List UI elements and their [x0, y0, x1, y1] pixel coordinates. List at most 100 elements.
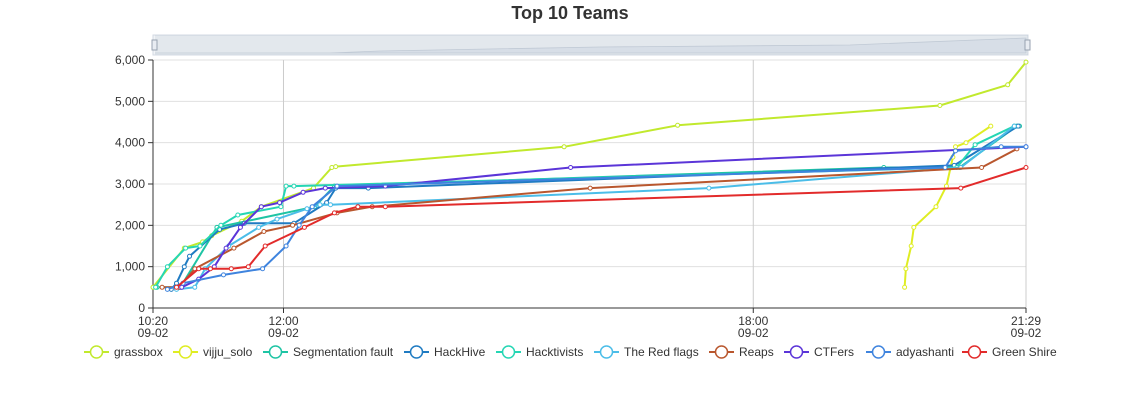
data-point[interactable]: [159, 284, 165, 290]
data-point[interactable]: [192, 284, 198, 290]
data-point[interactable]: [164, 286, 170, 292]
legend-item[interactable]: adyashanti: [866, 345, 954, 359]
data-point[interactable]: [328, 202, 333, 208]
data-point[interactable]: [174, 284, 179, 290]
data-point[interactable]: [706, 185, 712, 191]
data-point[interactable]: [291, 183, 297, 189]
data-point[interactable]: [1023, 144, 1029, 150]
legend-item[interactable]: The Red flags: [594, 345, 699, 359]
data-point[interactable]: [933, 204, 939, 210]
data-point[interactable]: [958, 185, 964, 191]
data-point[interactable]: [972, 142, 978, 148]
data-point[interactable]: [942, 165, 948, 170]
zoom-handle-right[interactable]: [1024, 39, 1031, 51]
data-point[interactable]: [196, 266, 202, 272]
data-point[interactable]: [953, 144, 958, 150]
data-point[interactable]: [183, 245, 189, 251]
data-point[interactable]: [988, 123, 994, 129]
data-point[interactable]: [283, 183, 289, 189]
data-point[interactable]: [290, 222, 296, 228]
data-point[interactable]: [261, 229, 267, 234]
legend-item[interactable]: Reaps: [709, 345, 774, 359]
data-point[interactable]: [278, 204, 284, 210]
legend-item[interactable]: grassbox: [84, 345, 163, 359]
data-point[interactable]: [197, 243, 203, 249]
data-point[interactable]: [979, 165, 985, 170]
data-point[interactable]: [223, 245, 229, 251]
data-point[interactable]: [568, 165, 574, 170]
data-point[interactable]: [355, 204, 361, 210]
series-line[interactable]: [154, 125, 1015, 288]
data-point[interactable]: [258, 204, 264, 210]
data-point[interactable]: [1005, 82, 1011, 88]
data-point[interactable]: [237, 224, 243, 230]
data-point[interactable]: [260, 266, 266, 272]
data-point[interactable]: [1023, 59, 1029, 65]
data-point[interactable]: [1011, 123, 1017, 129]
legend-item[interactable]: vijju_solo: [173, 345, 253, 359]
data-point[interactable]: [317, 202, 323, 208]
series-line[interactable]: [170, 125, 1019, 291]
data-point[interactable]: [675, 122, 681, 128]
data-point[interactable]: [309, 204, 315, 210]
legend-item[interactable]: HackHive: [404, 345, 486, 359]
data-point[interactable]: [256, 224, 262, 230]
data-point[interactable]: [587, 185, 593, 191]
series-line[interactable]: [176, 125, 1015, 291]
data-point[interactable]: [953, 148, 958, 154]
data-point[interactable]: [181, 264, 187, 270]
data-point[interactable]: [283, 243, 289, 249]
data-point[interactable]: [300, 189, 306, 195]
data-point[interactable]: [322, 185, 328, 191]
series-green-shire[interactable]: [174, 165, 1029, 290]
y-tick-label: 3,000: [115, 177, 145, 191]
data-point[interactable]: [296, 222, 302, 228]
data-point[interactable]: [218, 222, 224, 228]
data-point[interactable]: [228, 266, 234, 272]
data-point[interactable]: [262, 243, 268, 249]
series-vijju-solo[interactable]: [902, 123, 994, 290]
data-point[interactable]: [331, 210, 337, 216]
data-point[interactable]: [937, 103, 943, 108]
data-point[interactable]: [902, 284, 908, 290]
data-point[interactable]: [963, 140, 969, 146]
series-line[interactable]: [167, 145, 1026, 291]
data-point[interactable]: [301, 224, 307, 230]
data-point[interactable]: [235, 212, 241, 218]
data-point[interactable]: [245, 264, 251, 270]
data-point[interactable]: [908, 243, 914, 249]
data-point[interactable]: [231, 245, 237, 251]
data-point[interactable]: [943, 183, 949, 189]
legend-item[interactable]: Hacktivists: [496, 345, 583, 359]
data-point[interactable]: [333, 164, 339, 170]
data-point[interactable]: [304, 206, 310, 212]
series-grassbox[interactable]: [150, 59, 1029, 290]
data-point[interactable]: [187, 253, 192, 259]
legend-item[interactable]: CTFers: [784, 345, 854, 359]
x-tick-label-time: 21:29: [1011, 314, 1041, 328]
data-point[interactable]: [207, 266, 213, 272]
zoom-handle-left[interactable]: [151, 39, 158, 51]
series-segmentation-fault[interactable]: [154, 123, 1022, 290]
data-point[interactable]: [277, 200, 283, 206]
data-point[interactable]: [179, 284, 185, 290]
zoom-slider-selection[interactable]: [155, 35, 1028, 55]
data-point[interactable]: [153, 284, 159, 290]
series-line[interactable]: [903, 125, 992, 288]
data-point[interactable]: [1023, 165, 1029, 170]
data-point[interactable]: [334, 183, 340, 189]
data-point[interactable]: [382, 204, 388, 210]
data-point[interactable]: [998, 144, 1004, 150]
axes: 01,0002,0003,0004,0005,0006,00010:2009-0…: [115, 53, 1042, 340]
legend-item[interactable]: Segmentation fault: [263, 345, 394, 359]
legend-item[interactable]: Green Shire: [962, 345, 1057, 359]
data-point[interactable]: [561, 144, 567, 150]
data-point[interactable]: [329, 165, 335, 170]
data-point[interactable]: [164, 264, 170, 270]
data-point[interactable]: [911, 224, 917, 230]
data-point[interactable]: [221, 272, 226, 278]
series-line[interactable]: [156, 125, 1020, 289]
zoom-slider[interactable]: [151, 34, 1031, 56]
data-point[interactable]: [274, 216, 280, 222]
data-point[interactable]: [903, 266, 909, 272]
